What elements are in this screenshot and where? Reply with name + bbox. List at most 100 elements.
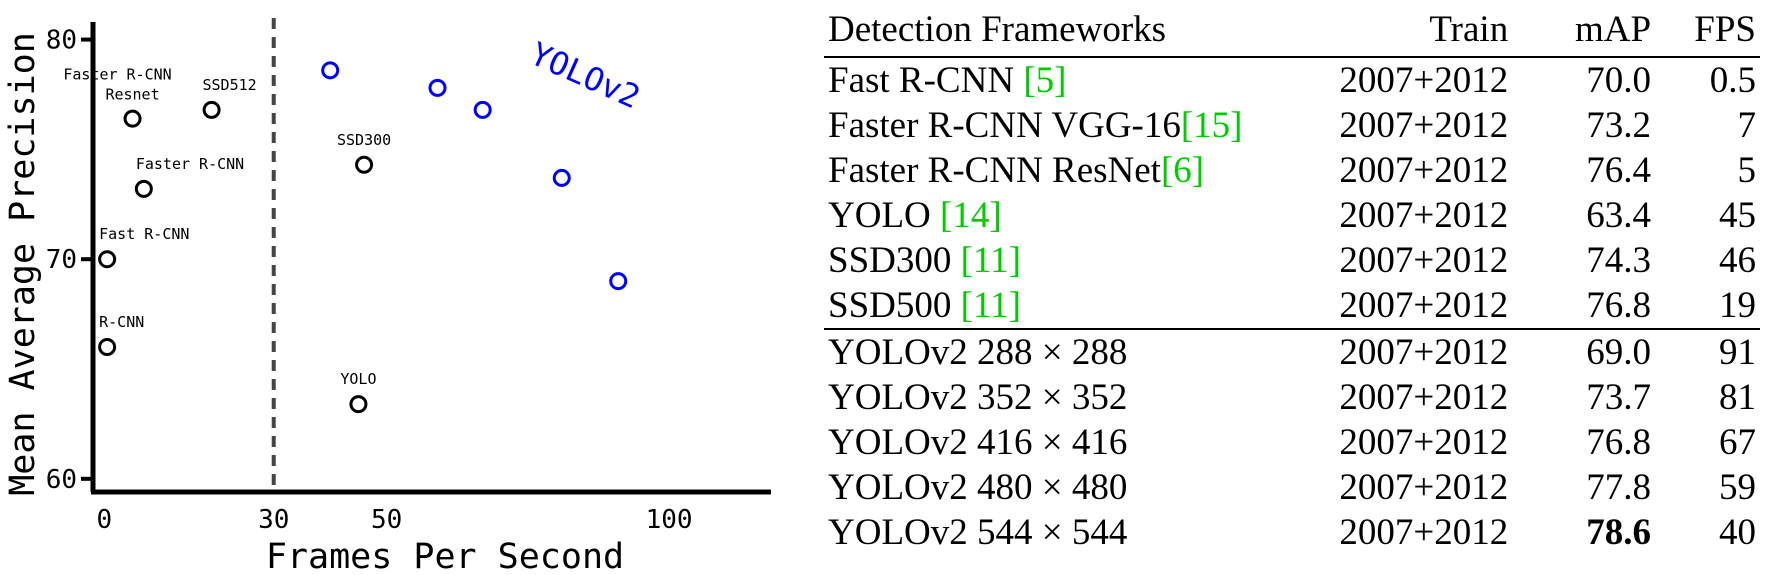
y-tick-label: 80: [46, 26, 77, 56]
data-point: [349, 395, 368, 414]
cell-train-text: 2007+2012: [1339, 467, 1509, 508]
cell-train-text: 2007+2012: [1339, 332, 1509, 373]
cell-fps: 59: [1655, 465, 1760, 510]
data-point: [321, 61, 340, 80]
cell-framework: YOLOv2 416 × 416: [824, 420, 1307, 465]
cell-train-text: 2007+2012: [1339, 422, 1509, 463]
cell-train-text: 2007+2012: [1339, 195, 1509, 236]
chart-marks: [98, 61, 628, 414]
citation-ref: [11]: [960, 240, 1021, 281]
cell-framework-text: SSD300: [828, 240, 961, 281]
data-point: [98, 250, 117, 269]
data-point: [355, 155, 374, 174]
x-tick-label: 0: [96, 505, 112, 535]
cell-map: 76.4: [1512, 148, 1655, 193]
cell-fps: 46: [1655, 238, 1760, 283]
cell-framework: Faster R-CNN ResNet[6]: [824, 148, 1307, 193]
x-axis-label: Frames Per Second: [266, 537, 624, 575]
cell-fps-text: 46: [1719, 240, 1756, 281]
x-tick-label: 30: [258, 505, 289, 535]
citation-ref: [6]: [1160, 150, 1205, 191]
cell-train-text: 2007+2012: [1339, 285, 1509, 326]
cell-fps: 45: [1655, 193, 1760, 238]
y-tick-label: 60: [46, 465, 77, 495]
header-map: mAP: [1574, 9, 1652, 50]
cell-train-text: 2007+2012: [1339, 512, 1509, 553]
cell-fps-text: 45: [1719, 195, 1756, 236]
cell-fps-text: 91: [1719, 332, 1756, 373]
cell-map: 77.8: [1512, 465, 1655, 510]
cell-framework: YOLOv2 544 × 544: [824, 510, 1307, 555]
table-row: YOLOv2 416 × 416 2007+2012 76.8 67: [824, 420, 1760, 465]
table-row: YOLOv2 544 × 544 2007+2012 78.6 40: [824, 510, 1760, 555]
cell-fps: 81: [1655, 375, 1760, 420]
cell-train-text: 2007+2012: [1339, 377, 1509, 418]
cell-framework-text: SSD500: [828, 285, 961, 326]
citation-ref: [11]: [960, 285, 1021, 326]
header-train: Train: [1429, 9, 1509, 50]
cell-fps-text: 67: [1719, 422, 1756, 463]
cell-map: 76.8: [1512, 283, 1655, 329]
cell-map: 78.6: [1512, 510, 1655, 555]
point-label: YOLO: [340, 370, 376, 388]
cell-framework-text: YOLOv2 352 × 352: [828, 377, 1128, 418]
cell-framework-text: YOLOv2 416 × 416: [828, 422, 1128, 463]
cell-train: 2007+2012: [1307, 420, 1512, 465]
data-point: [134, 179, 153, 198]
cell-map-text: 76.8: [1586, 422, 1652, 463]
citation-ref: [14]: [940, 195, 1002, 236]
cell-fps-text: 40: [1719, 512, 1756, 553]
cell-framework-text: YOLOv2 480 × 480: [828, 467, 1128, 508]
citation-ref: [5]: [1023, 60, 1067, 101]
y-tick-label: 70: [46, 245, 77, 275]
cell-framework: SSD300 [11]: [824, 238, 1307, 283]
cell-train: 2007+2012: [1307, 103, 1512, 148]
cell-map-text: 63.4: [1586, 195, 1652, 236]
x-tick-label: 50: [371, 505, 402, 535]
point-label: Faster R-CNN: [136, 155, 244, 173]
data-point: [552, 168, 571, 187]
table-body: Fast R-CNN [5] 2007+2012 70.0 0.5 Faster R-C…: [824, 57, 1760, 555]
cell-train-text: 2007+2012: [1339, 240, 1509, 281]
chart-axes: 60 70 80 0 30 50 100: [46, 18, 771, 535]
data-point: [202, 100, 221, 119]
cell-train-text: 2007+2012: [1339, 105, 1509, 146]
cell-framework-text: Fast R-CNN: [828, 60, 1024, 101]
cell-train: 2007+2012: [1307, 238, 1512, 283]
table-header-row: Detection Frameworks Train mAP FPS: [824, 4, 1760, 57]
cell-fps: 7: [1655, 103, 1760, 148]
table-row: Fast R-CNN [5] 2007+2012 70.0 0.5: [824, 57, 1760, 103]
cell-train: 2007+2012: [1307, 283, 1512, 329]
table-row: YOLO [14] 2007+2012 63.4 45: [824, 193, 1760, 238]
detection-frameworks-table: Detection Frameworks Train mAP FPS Fast …: [824, 4, 1760, 555]
cell-framework-text: YOLOv2 288 × 288: [828, 332, 1128, 373]
cell-train: 2007+2012: [1307, 148, 1512, 193]
cell-framework: SSD500 [11]: [824, 283, 1307, 329]
citation-ref: [15]: [1180, 105, 1243, 146]
cell-framework-text: YOLO: [828, 195, 941, 236]
cell-train: 2007+2012: [1307, 465, 1512, 510]
header-fps: FPS: [1694, 9, 1756, 50]
cell-map-text: 78.6: [1586, 512, 1652, 553]
data-point: [473, 100, 492, 119]
header-frameworks: Detection Frameworks: [828, 9, 1167, 50]
cell-fps: 40: [1655, 510, 1760, 555]
cell-fps-text: 19: [1719, 285, 1756, 326]
cell-train: 2007+2012: [1307, 329, 1512, 375]
cell-framework-text: YOLOv2 544 × 544: [828, 512, 1128, 553]
cell-map-text: 77.8: [1586, 467, 1652, 508]
point-label: Fast R-CNN: [99, 225, 189, 243]
cell-train-text: 2007+2012: [1339, 150, 1509, 191]
data-point: [428, 78, 447, 97]
cell-train: 2007+2012: [1307, 375, 1512, 420]
cell-map-text: 73.2: [1586, 105, 1652, 146]
table-row: Faster R-CNN VGG-16[15] 2007+2012 73.2 7: [824, 103, 1760, 148]
cell-map: 74.3: [1512, 238, 1655, 283]
table-row: SSD300 [11] 2007+2012 74.3 46: [824, 238, 1760, 283]
cell-train: 2007+2012: [1307, 510, 1512, 555]
cell-map-text: 73.7: [1586, 377, 1652, 418]
cell-map: 70.0: [1512, 57, 1655, 103]
point-label: Resnet: [105, 86, 159, 104]
cell-fps: 5: [1655, 148, 1760, 193]
cell-map: 63.4: [1512, 193, 1655, 238]
